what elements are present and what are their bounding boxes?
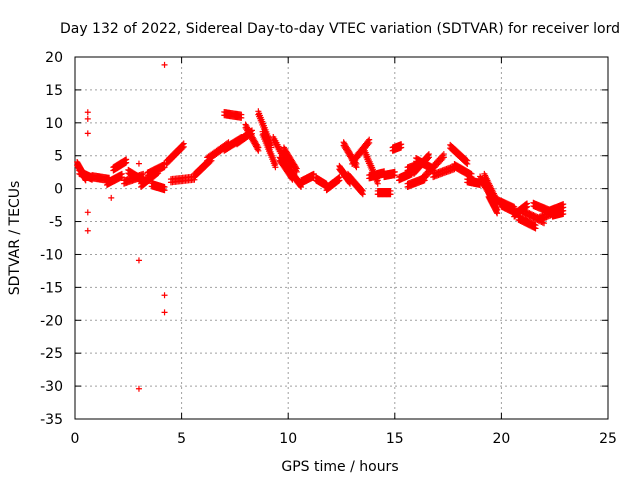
- data-point: [560, 210, 567, 217]
- data-point: [161, 187, 168, 194]
- data-point: [84, 109, 91, 116]
- data-point: [366, 139, 373, 146]
- data-point: [123, 159, 130, 166]
- data-point: [84, 115, 91, 122]
- data-point: [135, 385, 142, 392]
- chart-title: Day 132 of 2022, Sidereal Day-to-day VTE…: [60, 21, 620, 37]
- x-tick-label: 10: [279, 431, 297, 447]
- data-point: [161, 61, 168, 68]
- data-point: [135, 257, 142, 264]
- x-tick-label: 5: [177, 431, 186, 447]
- data-point: [532, 225, 539, 232]
- y-tick-label: 20: [45, 50, 63, 66]
- data-point: [398, 144, 405, 151]
- data-point: [161, 292, 168, 299]
- x-tick-label: 20: [492, 431, 510, 447]
- x-tick-label: 0: [71, 431, 80, 447]
- grid: [75, 57, 608, 419]
- data-point: [387, 191, 394, 198]
- data-point: [391, 172, 398, 179]
- data-point: [494, 210, 501, 217]
- data-point: [336, 177, 343, 184]
- data-point: [118, 174, 125, 181]
- data-point: [424, 155, 431, 162]
- plot-frame: [74, 56, 609, 420]
- y-tick-label: 15: [45, 83, 63, 99]
- data-point: [161, 164, 168, 171]
- y-tick-label: 0: [54, 182, 63, 198]
- x-tick-label: 25: [599, 431, 617, 447]
- data-point: [440, 154, 447, 161]
- y-tick-label: -10: [40, 247, 63, 263]
- data-point: [84, 209, 91, 216]
- y-tick-label: -15: [40, 280, 63, 296]
- y-tick-label: 10: [45, 116, 63, 132]
- axis-ticks: 0 5 10 15 20 25 -35 -30 -25 -20 -15 -10 -5 0 5 10 15 20: [40, 50, 617, 447]
- data-point: [365, 141, 372, 148]
- y-tick-label: -25: [40, 346, 63, 362]
- x-axis-label: GPS time / hours: [281, 459, 398, 475]
- data-point: [353, 164, 360, 171]
- y-tick-label: -20: [40, 313, 63, 329]
- data-point: [272, 164, 279, 171]
- data-point: [180, 143, 187, 150]
- y-axis-label: SDTVAR / TECUs: [7, 181, 23, 296]
- y-tick-label: -5: [49, 215, 63, 231]
- data-points: [74, 61, 567, 392]
- data-point: [425, 154, 432, 161]
- y-tick-label: -30: [40, 379, 63, 395]
- y-tick-label: -35: [40, 412, 63, 428]
- y-tick-label: 5: [54, 149, 63, 165]
- data-point: [84, 227, 91, 234]
- data-point: [84, 130, 91, 137]
- data-point: [179, 144, 186, 151]
- data-point: [135, 160, 142, 167]
- x-tick-label: 15: [386, 431, 404, 447]
- data-point: [523, 203, 530, 210]
- data-point: [464, 160, 471, 167]
- data-point: [161, 309, 168, 316]
- data-point: [374, 180, 381, 187]
- data-point: [238, 114, 245, 121]
- data-point: [255, 147, 262, 154]
- data-point: [108, 194, 115, 201]
- data-point: [335, 178, 342, 185]
- data-point: [359, 191, 366, 198]
